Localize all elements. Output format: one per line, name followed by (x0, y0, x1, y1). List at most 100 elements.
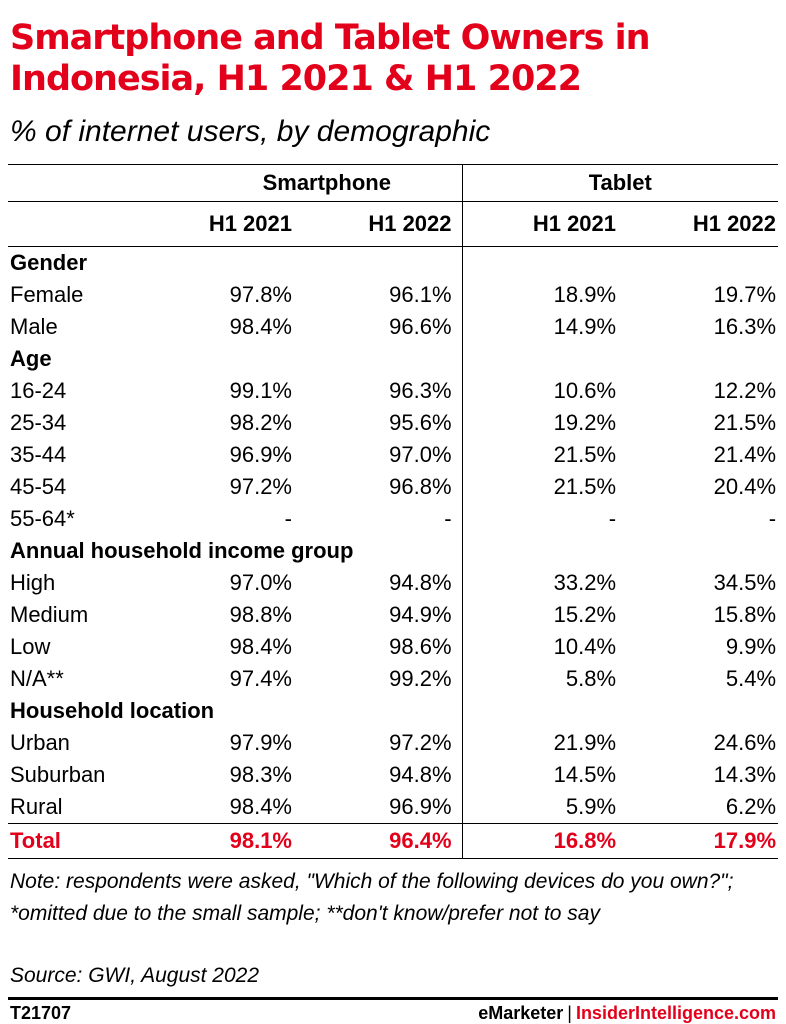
group-row: Household location (8, 695, 778, 727)
group-heading: Gender (10, 250, 88, 275)
brand-credit: eMarketer | InsiderIntelligence.com (478, 1002, 776, 1024)
data-cell: 21.5% (461, 471, 621, 503)
table-row: N/A** 97.4% 99.2% 5.8% 5.4% (8, 663, 778, 695)
blank-cell (300, 343, 462, 375)
total-cell: 17.9% (620, 823, 779, 859)
group-heading: Annual household income group (10, 538, 354, 563)
data-cell: 94.9% (389, 602, 452, 627)
row-label: Low (10, 634, 51, 659)
data-cell: 96.9% (229, 442, 292, 467)
data-cell: 97.0% (389, 442, 452, 467)
table-row: 35-44 96.9% 97.0% 21.5% 21.4% (8, 439, 778, 471)
table-row: 55-64* - - - - (8, 503, 778, 535)
blank-cell (620, 343, 778, 375)
column-header: H1 2022 (620, 201, 779, 247)
total-label: Total (8, 823, 192, 859)
data-cell: 96.6% (389, 314, 452, 339)
blank-cell (461, 246, 621, 279)
data-cell: 98.6% (389, 634, 452, 659)
column-header: H1 2021 (192, 201, 300, 247)
row-label: 45-54 (10, 474, 67, 499)
data-cell: 98.4% (229, 314, 292, 339)
data-cell: 98.4% (229, 634, 292, 659)
row-label: N/A** (10, 666, 64, 691)
source-note: Source: GWI, August 2022 (10, 964, 260, 987)
row-label: High (10, 570, 56, 595)
row-label: 55-64* (10, 506, 75, 531)
data-cell: 18.9% (461, 279, 621, 311)
table-row: 45-54 97.2% 96.8% 21.5% 20.4% (8, 471, 778, 503)
table-row: Female 97.8% 96.1% 18.9% 19.7% (8, 279, 778, 311)
data-cell: - (768, 506, 777, 531)
row-label: 35-44 (10, 442, 67, 467)
data-cell: - (461, 503, 621, 535)
blank-cell (620, 535, 778, 567)
table-row: Rural 98.4% 96.9% 5.9% 6.2% (8, 791, 778, 824)
blank-cell (620, 695, 778, 727)
data-cell: - (284, 506, 292, 531)
data-cell: 96.3% (389, 378, 452, 403)
brand-emarketer: eMarketer (478, 1003, 564, 1023)
row-label: Female (10, 282, 84, 307)
table-row: 16-24 99.1% 96.3% 10.6% 12.2% (8, 375, 778, 407)
data-table: Smartphone Tablet H1 2021 H1 2022 H1 202… (8, 164, 779, 859)
footnote: Note: respondents were asked, "Which of … (10, 870, 734, 925)
data-cell: 19.2% (461, 407, 621, 439)
header-blank (8, 201, 192, 247)
column-header: H1 2021 (461, 201, 621, 247)
data-cell: 19.7% (713, 282, 777, 307)
row-label: Male (10, 314, 58, 339)
blank-cell (461, 695, 621, 727)
row-label: 25-34 (10, 410, 67, 435)
data-cell: 98.3% (229, 762, 292, 787)
column-group-smartphone: Smartphone (192, 164, 463, 202)
data-cell: 98.8% (229, 602, 292, 627)
data-cell: 97.4% (229, 666, 292, 691)
group-heading: Household location (10, 698, 215, 723)
brand-insider-intelligence: InsiderIntelligence.com (575, 1003, 776, 1023)
brand-divider: | (567, 1003, 572, 1023)
group-row: Annual household income group (8, 535, 778, 567)
blank-cell (461, 343, 621, 375)
total-cell: 16.8% (461, 823, 621, 859)
blank-cell (620, 247, 778, 280)
data-cell: 21.9% (461, 727, 621, 759)
table-body: Gender Female 97.8% 96.1% 18.9% 19.7% Male 98.4… (8, 246, 779, 859)
chart-subtitle: % of internet users, by demographic (10, 115, 491, 148)
data-cell: 9.9% (725, 634, 777, 659)
blank-cell (300, 247, 462, 280)
data-cell: 96.1% (389, 282, 452, 307)
blank-cell (192, 247, 300, 280)
data-cell: 20.4% (713, 474, 777, 499)
blank-cell (192, 343, 300, 375)
data-cell: 99.1% (229, 378, 292, 403)
row-label: Medium (10, 602, 89, 627)
table-row: High 97.0% 94.8% 33.2% 34.5% (8, 567, 778, 599)
table-row: Suburban 98.3% 94.8% 14.5% 14.3% (8, 759, 778, 791)
row-label: Suburban (10, 762, 106, 787)
data-cell: 14.9% (461, 311, 621, 343)
data-cell: 21.5% (713, 410, 777, 435)
table-row: Low 98.4% 98.6% 10.4% 9.9% (8, 631, 778, 663)
table-row: Urban 97.9% 97.2% 21.9% 24.6% (8, 727, 778, 759)
header-blank (8, 164, 192, 202)
data-cell: 97.2% (389, 730, 452, 755)
data-cell: 16.3% (713, 314, 777, 339)
footer-divider (8, 997, 778, 1000)
data-cell: 14.5% (461, 759, 621, 791)
data-cell: 14.3% (713, 762, 777, 787)
data-cell: 95.6% (389, 410, 452, 435)
data-cell: 96.9% (389, 794, 452, 819)
data-cell: 10.4% (461, 631, 621, 663)
data-cell: 94.8% (389, 570, 452, 595)
data-cell: 97.0% (229, 570, 292, 595)
blank-cell (461, 535, 621, 567)
blank-cell (300, 695, 462, 727)
group-heading: Age (10, 346, 52, 371)
data-cell: 6.2% (725, 794, 777, 819)
chart-code: T21707 (10, 1003, 72, 1023)
column-group-tablet: Tablet (461, 164, 779, 202)
data-cell: 34.5% (713, 570, 777, 595)
total-cell: 96.4% (300, 823, 463, 859)
table-row: Medium 98.8% 94.9% 15.2% 15.8% (8, 599, 778, 631)
